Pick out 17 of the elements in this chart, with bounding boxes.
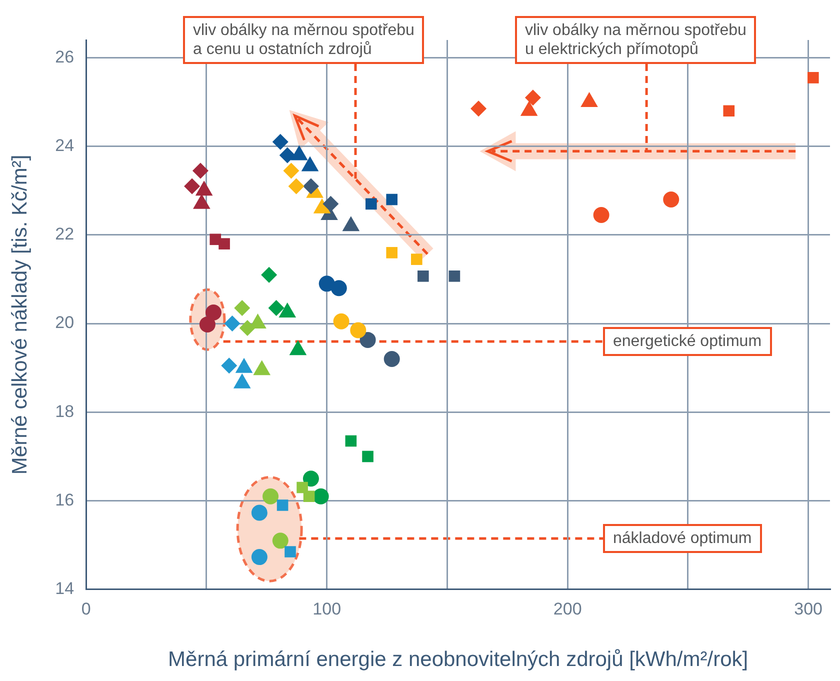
- x-tick-label: 100: [312, 599, 342, 618]
- y-tick-label: 16: [55, 490, 74, 510]
- x-tick-label: 300: [794, 599, 823, 618]
- annotation: nákladové optimum: [603, 524, 762, 553]
- x-tick-label: 200: [553, 599, 582, 618]
- y-tick-label: 24: [55, 136, 74, 156]
- y-tick-label: 14: [55, 579, 74, 598]
- y-tick-label: 20: [55, 313, 74, 332]
- y-tick-label: 26: [55, 47, 74, 66]
- y-axis-title: Měrné celkové náklady [tis. Kč/m²]: [8, 154, 32, 475]
- y-tick-label: 18: [55, 402, 74, 421]
- annotation: energetické optimum: [603, 327, 772, 356]
- annotation: vliv obálky na měrnou spotřebu u elektrických přímotopů: [515, 16, 756, 64]
- y-tick-label: 22: [55, 224, 74, 244]
- annotation: vliv obálky na měrnou spotřebu a cenu u ostatních zdrojů: [183, 16, 424, 64]
- x-tick-label: 0: [81, 599, 91, 618]
- x-axis-title: Měrná primární energie z neobnovitelných zdrojů [kWh/m²/rok]: [168, 648, 748, 672]
